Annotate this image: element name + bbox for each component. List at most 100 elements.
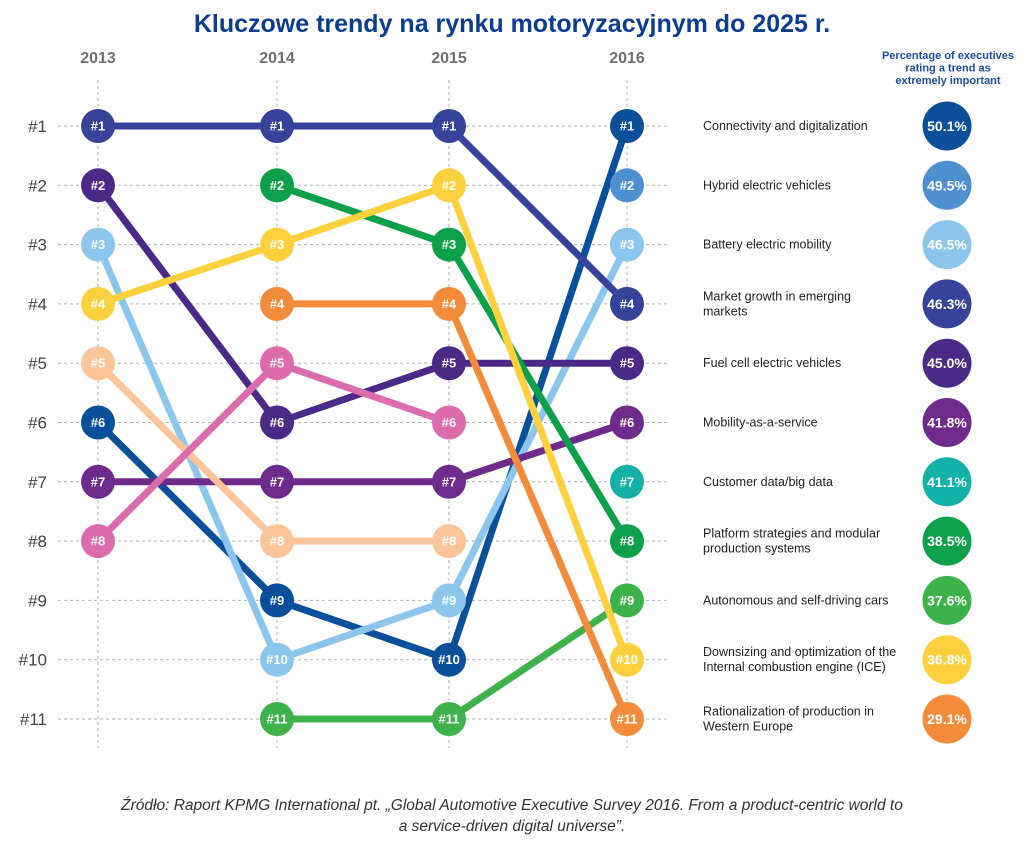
rank-node-label: #1 — [270, 119, 284, 134]
rank-node-label: #3 — [442, 237, 456, 252]
rank-node — [432, 702, 466, 736]
series-line — [94, 359, 453, 545]
rank-node — [610, 524, 644, 559]
rank-node-label: #2 — [91, 178, 105, 193]
rank-node-label: #3 — [620, 237, 634, 252]
rank-node — [260, 642, 294, 677]
bump-chart: Kluczowe trendy na rynku motoryzacyjnym … — [19, 10, 1014, 748]
rank-node — [260, 524, 294, 559]
rank-node-label: #6 — [91, 415, 105, 430]
trend-name: Customer data/big data — [703, 475, 833, 489]
trend-name: Platform strategies and modular — [703, 527, 880, 541]
percentage-value: 41.8% — [927, 415, 967, 431]
rank-node — [432, 346, 466, 381]
rank-label: #1 — [28, 117, 47, 136]
percentage-header: extremely important — [895, 75, 1000, 87]
source-note: Źródło: Raport KPMG International pt. „G… — [0, 795, 1024, 837]
rank-label: #10 — [19, 651, 47, 670]
rank-node — [432, 642, 466, 677]
rank-node-label: #6 — [620, 415, 634, 430]
rank-node-label: #10 — [616, 652, 638, 667]
rank-label: #8 — [28, 532, 47, 551]
rank-node-label: #5 — [270, 356, 284, 371]
rank-node — [260, 286, 294, 321]
rank-node — [610, 583, 644, 618]
percentage-bubble — [922, 160, 972, 210]
percentage-value: 41.1% — [927, 474, 967, 490]
rank-node — [81, 286, 115, 321]
trend-name: Mobility-as-a-service — [703, 416, 818, 430]
rank-node-label: #4 — [620, 296, 635, 311]
trend-name: Connectivity and digitalization — [703, 119, 868, 133]
rank-node-label: #4 — [91, 296, 106, 311]
source-line-2: a service-driven digital universe”. — [398, 818, 626, 835]
year-label: 2014 — [259, 50, 295, 67]
rank-node-label: #1 — [620, 119, 634, 134]
rank-node-label: #7 — [270, 474, 284, 489]
rank-node — [610, 405, 644, 440]
rank-node-label: #2 — [620, 178, 634, 193]
rank-node — [610, 346, 644, 381]
rank-node — [81, 524, 115, 559]
series-line — [94, 122, 631, 308]
rank-node — [610, 286, 644, 321]
rank-node — [260, 109, 294, 143]
rank-label: #3 — [28, 236, 47, 255]
trend-name: Market growth in emerging — [703, 289, 851, 303]
rank-node-label: #11 — [267, 712, 288, 727]
year-label: 2015 — [431, 50, 467, 67]
percentage-bubble — [922, 635, 972, 685]
rank-node-label: #2 — [442, 178, 456, 193]
series-line — [94, 359, 453, 545]
rank-node-label: #10 — [438, 652, 460, 667]
rank-node — [432, 286, 466, 321]
rank-label: #7 — [28, 473, 47, 492]
percentage-bubble — [922, 220, 972, 270]
rank-nodes: #6 #9 #10 #1 #2 #3 #10 #9 #3 #1 #1 #1 #4 #2 #6 #5 #5 #7 #7… — [81, 109, 644, 736]
rank-node — [81, 227, 115, 262]
trend-name: Battery electric mobility — [703, 238, 832, 252]
rank-node-label: #9 — [270, 593, 284, 608]
percentage-bubble — [922, 398, 972, 447]
rank-node-label: #7 — [442, 474, 456, 489]
rank-node-label: #11 — [617, 712, 638, 727]
trend-name: Autonomous and self-driving cars — [703, 593, 889, 607]
rank-label: #4 — [28, 295, 47, 314]
trend-name: Western Europe — [703, 720, 793, 734]
rank-node — [81, 109, 115, 143]
rank-node-label: #8 — [91, 534, 105, 549]
rank-node-label: #6 — [270, 415, 284, 430]
rank-node — [260, 464, 294, 499]
rank-node — [432, 464, 466, 499]
rank-node — [610, 109, 644, 143]
rank-label: #6 — [28, 414, 47, 433]
year-label: 2016 — [609, 50, 645, 67]
percentage-header: Percentage of executives — [882, 50, 1014, 62]
trend-name: Fuel cell electric vehicles — [703, 356, 841, 370]
rank-node-label: #3 — [91, 237, 105, 252]
percentage-bubble — [922, 279, 972, 329]
rank-node — [432, 524, 466, 559]
rank-node — [610, 702, 644, 736]
rank-node-label: #5 — [620, 356, 634, 371]
trend-name: Downsizing and optimization of the — [703, 645, 896, 659]
rank-node-label: #1 — [91, 119, 105, 134]
percentage-bubble — [922, 575, 972, 625]
rank-node — [610, 168, 644, 203]
series-line — [94, 181, 631, 664]
trend-name: markets — [703, 304, 747, 318]
rank-node-label: #7 — [620, 474, 634, 489]
rank-node-label: #4 — [442, 296, 457, 311]
series-line — [94, 419, 631, 486]
percentage-value: 37.6% — [927, 592, 967, 608]
series-lines — [94, 122, 631, 723]
percentage-value: 46.3% — [927, 296, 967, 312]
rank-node — [610, 464, 644, 499]
rank-node-label: #9 — [620, 593, 634, 608]
rank-node — [432, 227, 466, 262]
rank-node — [260, 346, 294, 381]
rank-node — [610, 227, 644, 262]
rank-node-label: #8 — [442, 534, 456, 549]
rank-label: #11 — [20, 710, 47, 729]
